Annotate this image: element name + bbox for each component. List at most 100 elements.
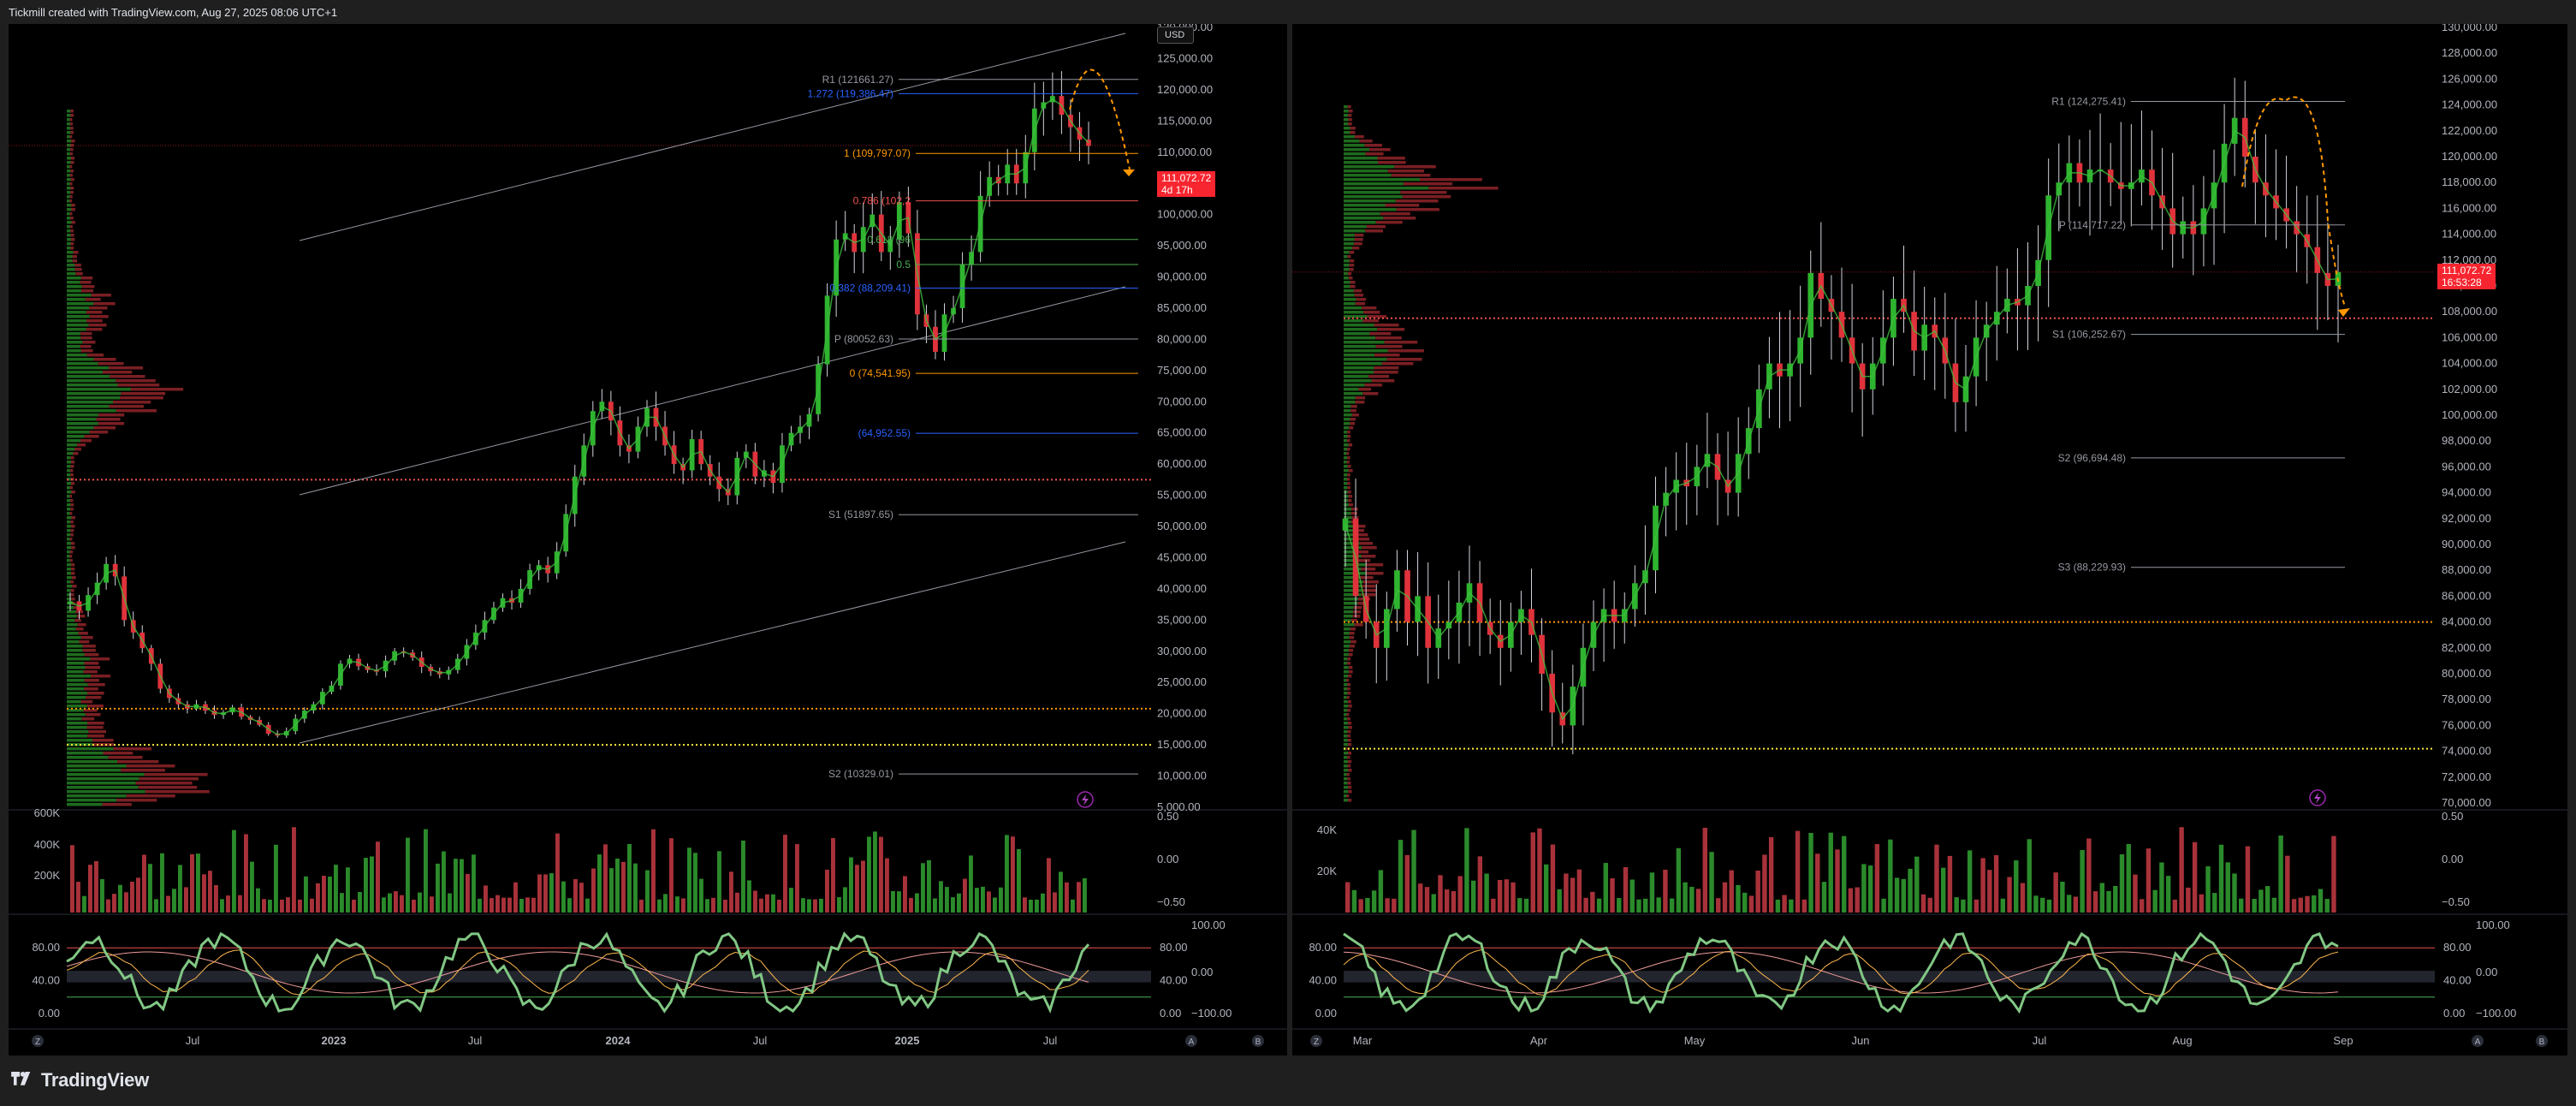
volume-profile-bar-up [67,580,71,584]
volume-profile-bar-down [1369,148,1391,152]
volume-bar [675,896,680,913]
volume-profile-bar-down [1377,161,1406,164]
left-chart-panel[interactable]: 130,000.00125,000.00120,000.00115,000.00… [9,24,1287,1055]
volume-profile-bar-up [1344,657,1348,661]
scale-button[interactable] [1310,1035,1322,1047]
volume-profile-bar-down [1347,473,1350,477]
price-axis-label: 110,000.00 [1157,146,1212,158]
volume-profile-bar-down [1348,743,1352,746]
volume-profile-bar-down [1383,217,1416,220]
volume-profile-bar-down [1381,362,1414,366]
left-chart-svg[interactable]: 130,000.00125,000.00120,000.00115,000.00… [9,24,1287,1055]
volume-profile-bar-down [1349,268,1354,271]
volume-profile-bar-down [71,516,75,520]
volume-bar [705,899,709,913]
volume-profile-bar-down [71,598,75,601]
oscillator-right-axis-label: −100.00 [2476,1007,2516,1020]
volume-profile-bar-up [1344,212,1380,216]
volume-profile-bar-down [72,585,77,588]
price-axis-label: 86,000.00 [2442,589,2491,602]
volume-profile-bar-up [1344,619,1351,622]
scale-button[interactable] [32,1035,44,1047]
volume-profile-bar-down [1349,259,1355,263]
volume-bar [2060,881,2065,913]
price-axis-label: 122,000.00 [2442,124,2497,137]
volume-bar [1511,882,1516,913]
price-axis-label: 120,000.00 [2442,150,2497,163]
volume-profile-bar-down [85,666,101,669]
price-axis-label: 92,000.00 [2442,512,2491,525]
volume-profile-bar-up [1344,144,1365,147]
volume-profile-bar-down [85,713,101,717]
volume-profile-bar-down [117,760,159,764]
volume-profile-bar-down [69,165,73,169]
volume-profile-bar-up [67,362,98,366]
volume-profile-bar-down [1362,319,1379,323]
volume-profile-bar-up [67,456,71,460]
volume-bar [1782,895,1787,913]
volume-bar [687,847,691,913]
volume-profile-bar-down [1354,238,1363,241]
volume-bar [70,845,74,913]
volume-bar [993,897,997,913]
volume-bar [621,861,626,913]
scale-button[interactable] [2536,1035,2548,1047]
volume-profile-bar-up [1344,606,1354,609]
volume-bar [2245,846,2251,913]
tradingview-brand[interactable]: TradingView [10,1069,149,1091]
volume-bar [543,874,548,913]
volume-bar [328,876,332,913]
volume-profile-bar-up [1344,722,1349,725]
scale-button[interactable] [2472,1035,2484,1047]
scale-button[interactable] [1185,1035,1197,1047]
volume-bar [933,898,937,913]
volume-profile-bar-up [1344,435,1348,438]
volume-profile-bar-up [1344,401,1356,404]
volume-profile-bar-up [1344,426,1350,430]
volume-profile-bar-up [1344,182,1404,186]
volume-profile-bar-up [67,135,70,139]
volume-profile-bar-down [1354,234,1364,237]
price-axis-label: 98,000.00 [2442,434,2491,447]
volume-profile-bar-down [69,486,74,490]
volume-profile-bar-up [1344,726,1349,729]
volume-bar [849,857,853,913]
volume-profile-bar-up [1344,482,1348,485]
price-axis-label: 88,000.00 [2442,563,2491,576]
volume-bar [795,844,799,913]
volume-bar [1755,871,1760,913]
volume-profile-bar-up [1344,675,1349,678]
volume-profile-bar-down [93,358,116,361]
volume-profile-bar-up [1344,422,1350,425]
volume-bar [1411,830,1416,913]
volume-bar [2172,899,2178,913]
trend-channel-line [299,286,1126,496]
price-axis-label: 65,000.00 [1157,426,1207,439]
volume-profile-bar-up [67,799,116,802]
price-axis-label: 100,000.00 [2442,408,2497,421]
level-label: P (80052.63) [834,333,893,345]
volume-profile-bar-down [70,169,74,173]
volume-profile-bar-down [1349,503,1354,507]
scale-button[interactable] [1252,1035,1264,1047]
volume-profile-bar-up [1344,576,1361,580]
volume-bar [2053,872,2058,913]
price-axis-label: 78,000.00 [2442,693,2491,705]
volume-bar [585,898,590,913]
volume-profile-bar-down [1347,105,1351,109]
volume-profile-bar-up [67,769,122,772]
volume-bar [807,899,811,913]
oscillator-axis-label: 0.00 [1315,1007,1337,1020]
right-chart-svg[interactable]: 130,000.00 128,000.00 126,000.00 124,000.00… [1292,24,2567,1055]
volume-profile-bar-down [1347,662,1350,665]
volume-profile-bar-down [1348,760,1352,764]
volume-bar [2192,841,2198,913]
currency-selector[interactable]: USD [1157,27,1195,44]
price-axis-label: 118,000.00 [2442,175,2496,188]
volume-bar [274,844,278,913]
volume-bar [2298,897,2304,913]
volume-profile-bar-down [1349,636,1355,639]
top-bar: Tickmill created with TradingView.com, A… [0,0,2576,24]
right-chart-panel[interactable]: 130,000.00 128,000.00 126,000.00 124,000.00… [1292,24,2567,1055]
volume-profile-bar-up [1344,294,1355,297]
